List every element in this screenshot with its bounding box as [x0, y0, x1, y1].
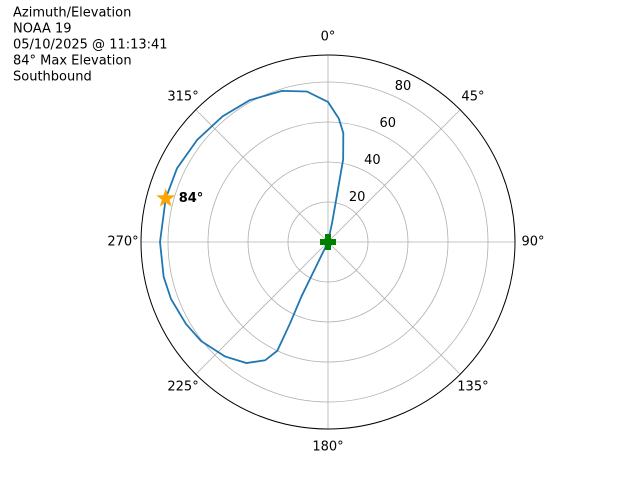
r-tick-label: 60: [379, 116, 396, 131]
start-marker: [320, 234, 336, 250]
title-line: Azimuth/Elevation: [13, 6, 131, 21]
theta-tick-label: 45°: [461, 90, 484, 105]
theta-tick-label: 315°: [167, 90, 198, 105]
grid-spoke: [327, 109, 461, 243]
max-elevation-label: 84°: [179, 191, 204, 206]
r-tick-label: 20: [349, 190, 366, 205]
max-elevation-marker: [156, 188, 176, 207]
polar-frame: [140, 54, 516, 430]
r-tick-label: 40: [364, 153, 381, 168]
theta-tick-label: 0°: [321, 30, 336, 45]
theta-tick-label: 90°: [521, 235, 544, 250]
theta-tick-label: 270°: [107, 235, 138, 250]
title-line: Southbound: [13, 70, 92, 85]
title-line: NOAA 19: [13, 22, 72, 37]
theta-tick-label: 180°: [312, 440, 343, 455]
title-line: 05/10/2025 @ 11:13:41: [13, 38, 168, 53]
grid-spoke: [327, 241, 461, 375]
title-line: 84° Max Elevation: [13, 54, 132, 69]
theta-tick-label: 135°: [457, 379, 488, 394]
theta-tick-label: 225°: [167, 379, 198, 394]
grid-spoke: [195, 109, 329, 243]
r-tick-label: 80: [395, 79, 412, 94]
